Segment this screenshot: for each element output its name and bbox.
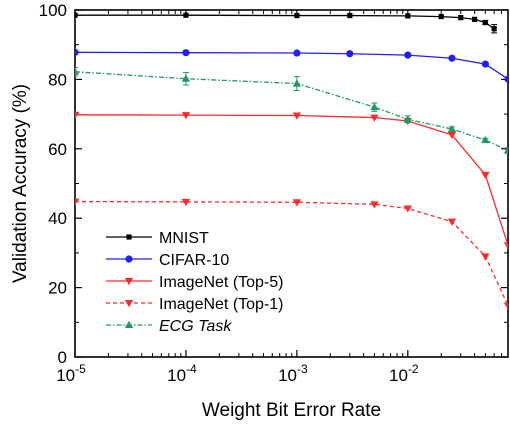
- data-point: [481, 60, 489, 68]
- legend-label: ImageNet (Top-1): [159, 296, 284, 313]
- x-tick-label: 10-2: [389, 362, 419, 385]
- plot-area: [75, 12, 508, 310]
- data-point: [482, 19, 488, 26]
- data-point: [293, 49, 301, 57]
- data-point: [75, 12, 78, 18]
- data-point: [75, 111, 80, 119]
- data-point: [503, 146, 508, 154]
- y-tick-label: 40: [48, 209, 67, 228]
- legend-label: MNIST: [159, 230, 209, 247]
- data-point: [370, 114, 379, 122]
- legend: MNIST CIFAR-10 ImageNet (Top-5) ImageNet (T…: [106, 230, 284, 335]
- data-point: [403, 115, 413, 123]
- series-line: [75, 14, 495, 30]
- legend-marker: [124, 320, 134, 328]
- data-point: [182, 49, 190, 57]
- legend-label: ImageNet (Top-5): [159, 274, 284, 291]
- data-point: [404, 51, 412, 59]
- legend-label: ECG Task: [159, 318, 232, 335]
- data-point: [75, 48, 79, 56]
- data-point: [370, 201, 379, 209]
- y-tick-label: 0: [58, 348, 67, 367]
- data-point: [75, 67, 80, 75]
- axes: [74, 9, 509, 358]
- data-point: [370, 102, 379, 111]
- series-cifar-10: [75, 48, 508, 83]
- data-point: [292, 112, 302, 120]
- data-point: [447, 131, 457, 140]
- data-point: [346, 50, 354, 58]
- series-imagenet-top-1: [75, 198, 508, 310]
- data-point: [481, 135, 490, 144]
- data-point: [504, 75, 508, 83]
- data-point: [503, 242, 508, 250]
- y-axis-title: Validation Accuracy (%): [10, 84, 31, 283]
- legend-label: CIFAR-10: [159, 252, 229, 269]
- x-tick-label: 10-4: [167, 362, 197, 385]
- data-point: [481, 253, 490, 261]
- y-tick-label: 100: [39, 1, 67, 20]
- series-line: [75, 71, 508, 152]
- legend-marker: [124, 300, 134, 308]
- data-point: [294, 12, 300, 19]
- y-tick-label: 20: [48, 279, 67, 298]
- data-point: [181, 112, 191, 120]
- y-tick-label: 80: [48, 70, 67, 89]
- data-point: [472, 16, 478, 22]
- data-point: [503, 302, 508, 310]
- series-mnist: [75, 12, 498, 34]
- legend-marker: [126, 234, 132, 240]
- x-axis-title: Weight Bit Error Rate: [202, 400, 381, 421]
- data-point: [491, 26, 497, 32]
- data-point: [447, 124, 457, 133]
- series-ecg-task: [75, 67, 508, 154]
- data-point: [75, 198, 80, 206]
- data-point: [481, 171, 490, 180]
- y-axis-ticks: 0 20 40 60 80 100: [39, 1, 508, 367]
- legend-marker: [125, 255, 133, 263]
- data-point: [405, 13, 411, 19]
- data-point: [181, 198, 191, 207]
- legend-marker: [124, 278, 134, 286]
- data-point: [347, 12, 353, 19]
- data-point: [438, 13, 444, 20]
- data-point: [447, 218, 457, 226]
- data-point: [181, 74, 191, 82]
- y-tick-label: 60: [48, 140, 67, 159]
- series-line: [75, 51, 508, 80]
- data-point: [458, 15, 464, 21]
- data-point: [448, 54, 456, 62]
- x-axis-ticks: 10-5 10-4 10-3 10-2: [56, 10, 503, 385]
- series-imagenet-top-5: [75, 111, 508, 250]
- series-line: [75, 114, 508, 246]
- plot-frame: [74, 9, 509, 358]
- series-line: [75, 200, 508, 306]
- x-tick-label: 10-3: [278, 362, 308, 385]
- data-point: [292, 79, 302, 87]
- data-point: [183, 12, 189, 18]
- data-point: [403, 205, 413, 213]
- data-point: [292, 199, 302, 207]
